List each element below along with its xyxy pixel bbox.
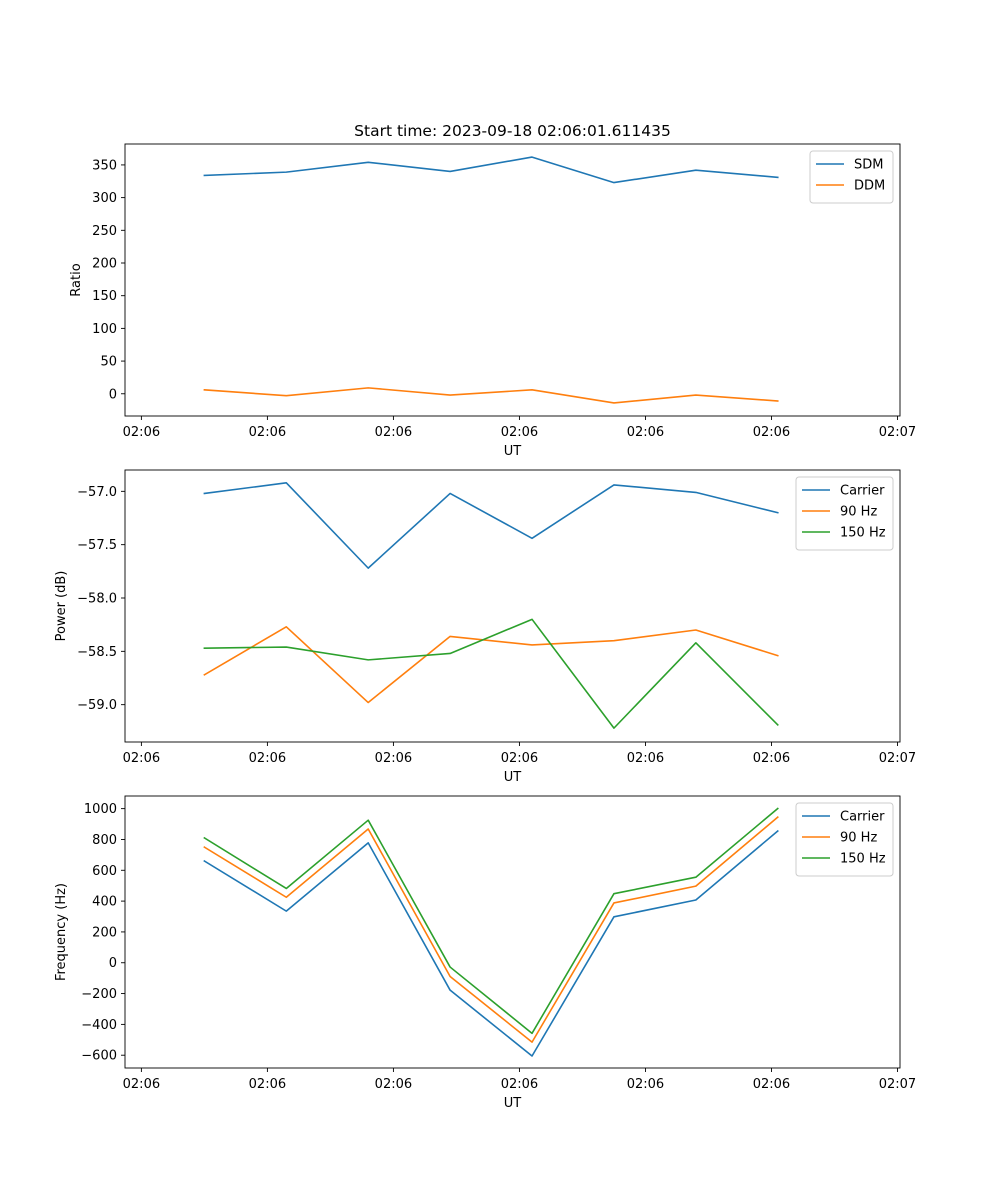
legend-label: 90 Hz (840, 505, 877, 520)
y-axis-label: Power (dB) (54, 571, 69, 642)
x-tick-label: 02:06 (627, 1077, 664, 1092)
series-line-ddm (203, 387, 779, 404)
x-tick-label: 02:06 (753, 751, 790, 766)
series-line-150-hz (203, 618, 779, 729)
x-axis-label: UT (504, 1096, 522, 1111)
legend-label: 150 Hz (840, 526, 886, 541)
subplot-3: 02:06 02:06 02:06 02:06 02:06 02:06 02:07 −600 −… (54, 795, 916, 1111)
legend: SDM DDM (809, 150, 894, 204)
y-tick-label: −58.5 (77, 645, 117, 660)
x-tick-label: 02:06 (375, 425, 412, 440)
legend: Carrier 90 Hz 150 Hz (795, 476, 894, 551)
series-line-sdm (203, 156, 779, 184)
y-tick-label: 400 (92, 895, 117, 910)
y-tick-label: 200 (92, 925, 117, 940)
x-tick-label: 02:06 (249, 751, 286, 766)
legend-label: Carrier (840, 810, 885, 825)
x-tick-label: 02:06 (249, 425, 286, 440)
series-line-90-hz (203, 625, 779, 704)
legend-label: SDM (854, 158, 883, 173)
y-tick-label: 150 (92, 289, 117, 304)
x-tick-label: 02:06 (501, 425, 538, 440)
series-line-90-hz (203, 815, 779, 1043)
x-tick-label: 02:06 (753, 1077, 790, 1092)
series-line-150-hz (203, 807, 779, 1035)
chart-title: Start time: 2023-09-18 02:06:01.611435 (354, 122, 671, 140)
y-tick-label: 200 (92, 257, 117, 272)
subplot-1: 02:06 02:06 02:06 02:06 02:06 02:06 02:07 0 50 10… (69, 122, 916, 459)
x-tick-label: 02:06 (123, 425, 160, 440)
y-tick-label: 600 (92, 864, 117, 879)
legend-label: Carrier (840, 484, 885, 499)
x-tick-label: 02:07 (879, 751, 916, 766)
y-tick-label: −57.0 (77, 485, 117, 500)
x-tick-label: 02:06 (123, 751, 160, 766)
y-axis-label: Frequency (Hz) (54, 883, 69, 981)
legend-label: 150 Hz (840, 852, 886, 867)
x-tick-label: 02:07 (879, 425, 916, 440)
y-tick-label: −200 (81, 987, 117, 1002)
legend-label: 90 Hz (840, 831, 877, 846)
y-tick-label: −600 (81, 1049, 117, 1064)
y-tick-label: 1000 (84, 802, 117, 817)
axes-frame (124, 469, 901, 743)
x-tick-label: 02:06 (249, 1077, 286, 1092)
axes-frame (124, 143, 901, 417)
subplot-2: 02:06 02:06 02:06 02:06 02:06 02:06 02:07 −59.0… (54, 469, 916, 785)
y-tick-label: 50 (100, 355, 117, 370)
x-tick-label: 02:07 (879, 1077, 916, 1092)
y-tick-label: 350 (92, 158, 117, 173)
y-tick-label: 100 (92, 322, 117, 337)
y-tick-label: 250 (92, 224, 117, 239)
x-tick-label: 02:06 (627, 751, 664, 766)
y-tick-label: 800 (92, 833, 117, 848)
x-tick-label: 02:06 (501, 751, 538, 766)
y-tick-label: −59.0 (77, 698, 117, 713)
x-tick-label: 02:06 (501, 1077, 538, 1092)
y-tick-label: −58.0 (77, 592, 117, 607)
y-tick-label: −400 (81, 1018, 117, 1033)
x-axis-label: UT (504, 770, 522, 785)
series-line-carrier (203, 481, 779, 569)
legend-label: DDM (854, 179, 885, 194)
y-tick-label: 0 (109, 387, 117, 402)
x-tick-label: 02:06 (375, 1077, 412, 1092)
y-tick-label: −57.5 (77, 538, 117, 553)
x-tick-label: 02:06 (627, 425, 664, 440)
legend: Carrier 90 Hz 150 Hz (795, 802, 894, 877)
y-tick-label: 300 (92, 191, 117, 206)
x-axis-label: UT (504, 444, 522, 459)
x-tick-label: 02:06 (753, 425, 790, 440)
x-tick-label: 02:06 (375, 751, 412, 766)
x-tick-label: 02:06 (123, 1077, 160, 1092)
y-axis-label: Ratio (69, 263, 84, 296)
y-tick-label: 0 (109, 956, 117, 971)
series-line-carrier (203, 829, 779, 1057)
